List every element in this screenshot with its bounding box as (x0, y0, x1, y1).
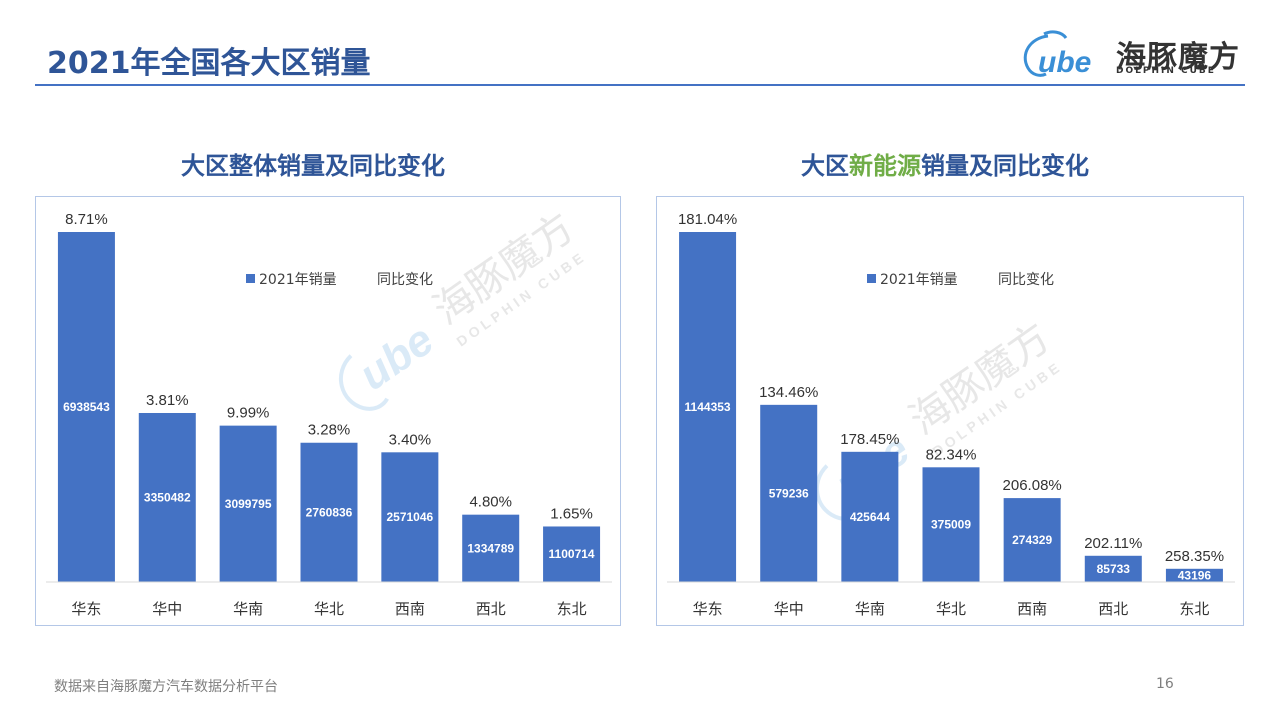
bar-华南 (841, 451, 899, 582)
yoy-change-label: 4.80% (469, 494, 512, 511)
yoy-change-label: 3.40% (389, 431, 432, 448)
bar-华东 (679, 232, 737, 582)
category-tick-label: 华南 (233, 600, 263, 618)
legend-label-yoy: 同比变化 (377, 272, 433, 288)
chart-1-frame: ube 海豚魔方 DOLPHIN CUBE 6938543 8.71% 华东 3350482… (35, 196, 621, 626)
chart-2-title-prefix: 大区 (801, 152, 849, 180)
chart-1-title: 大区整体销量及同比变化 (13, 146, 613, 181)
bar-value-label: 274329 (1012, 533, 1052, 547)
yoy-change-label: 134.46% (759, 384, 818, 401)
svg-text:ube: ube (1038, 46, 1091, 79)
category-tick-label: 华中 (152, 600, 182, 618)
category-tick-label: 西北 (476, 600, 506, 618)
footer-source: 数据来自海豚魔方汽车数据分析平台 (54, 679, 278, 695)
bar-value-label: 425644 (850, 510, 890, 524)
bar-value-label: 579236 (769, 486, 809, 500)
bar-value-label: 85733 (1097, 562, 1131, 576)
category-tick-label: 华东 (71, 600, 101, 618)
bar-value-label: 3350482 (144, 490, 191, 504)
yoy-change-label: 8.71% (65, 211, 108, 228)
yoy-change-label: 178.45% (840, 431, 899, 448)
bar-西北 (1084, 555, 1142, 582)
bar-value-label: 1100714 (549, 547, 595, 561)
bar-value-label: 2571046 (386, 510, 433, 524)
legend-swatch-sales (867, 274, 876, 283)
bar-东北 (543, 526, 601, 582)
category-tick-label: 华北 (936, 600, 966, 618)
dolphin-cube-logo: ube 海豚魔方 DOLPHIN CUBE (1018, 28, 1243, 80)
chart-2-title-highlight: 新能源 (849, 152, 921, 180)
bar-value-label: 2760836 (306, 505, 353, 519)
category-tick-label: 华南 (855, 600, 885, 618)
page-title: 2021年全国各大区销量 (47, 46, 371, 81)
yoy-change-label: 82.34% (926, 446, 977, 463)
bar-value-label: 43196 (1178, 568, 1212, 582)
yoy-change-label: 258.35% (1165, 548, 1224, 565)
chart-legend: 2021年销量 同比变化 (246, 272, 433, 288)
bar-value-label: 6938543 (63, 400, 110, 414)
legend-label-sales: 2021年销量 (880, 272, 958, 288)
chart-2-title-suffix: 销量及同比变化 (921, 152, 1089, 180)
category-tick-label: 东北 (1179, 600, 1209, 618)
yoy-change-label: 1.65% (550, 505, 593, 522)
page-number: 16 (1156, 676, 1174, 692)
bar-value-label: 375009 (931, 518, 971, 532)
legend-swatch-sales (246, 274, 255, 283)
bar-value-label: 3099795 (225, 497, 272, 511)
yoy-change-label: 202.11% (1084, 535, 1142, 552)
category-tick-label: 华北 (314, 600, 344, 618)
legend-label-sales: 2021年销量 (259, 272, 337, 288)
bar-华南 (219, 425, 277, 582)
legend-label-yoy: 同比变化 (998, 272, 1054, 288)
category-tick-label: 西北 (1098, 600, 1128, 618)
category-tick-label: 西南 (1017, 600, 1047, 618)
bar-东北 (1165, 568, 1223, 582)
bar-华北 (300, 442, 358, 582)
yoy-change-label: 9.99% (227, 405, 270, 422)
bar-value-label: 1144353 (685, 400, 731, 414)
bar-华中 (138, 412, 196, 582)
bar-华北 (922, 467, 980, 582)
category-tick-label: 华中 (774, 600, 804, 618)
title-divider (35, 84, 1245, 86)
chart-2-title: 大区新能源销量及同比变化 (645, 146, 1245, 181)
bar-华东 (57, 232, 115, 582)
yoy-change-label: 206.08% (1003, 477, 1062, 494)
bar-西南 (381, 452, 439, 582)
yoy-change-label: 181.04% (678, 211, 737, 228)
logo-brand-text: 海豚魔方 (1116, 40, 1240, 75)
bar-value-label: 1334789 (467, 541, 514, 555)
bar-西北 (462, 514, 520, 582)
watermark-mark: ube (350, 315, 442, 400)
category-tick-label: 西南 (395, 600, 425, 618)
bar-华中 (760, 404, 818, 582)
category-tick-label: 东北 (557, 600, 587, 618)
yoy-change-label: 3.81% (146, 392, 189, 409)
category-tick-label: 华东 (693, 600, 723, 618)
logo-sub-text: DOLPHIN CUBE (1116, 66, 1216, 76)
bar-西南 (1003, 498, 1061, 582)
chart-legend: 2021年销量 同比变化 (867, 272, 1054, 288)
logo-mark-icon: ube (1023, 30, 1091, 79)
yoy-change-label: 3.28% (308, 422, 351, 439)
chart-1-title-text: 大区整体销量及同比变化 (181, 152, 445, 180)
